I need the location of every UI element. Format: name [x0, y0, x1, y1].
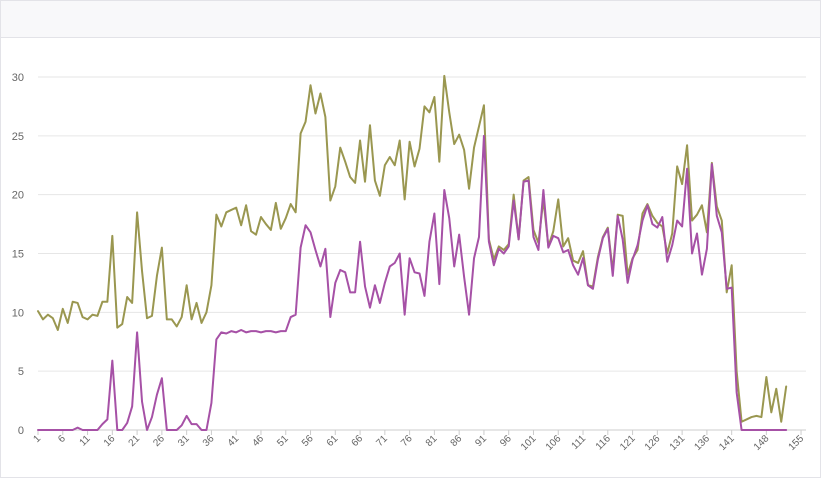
- y-tick-label: 15: [12, 249, 24, 261]
- x-tick-label: 86: [449, 433, 465, 449]
- x-tick-label: 148: [752, 433, 772, 453]
- series-lines: [37, 74, 788, 431]
- panel-header-bar: [1, 1, 820, 38]
- x-tick-label: 76: [399, 433, 415, 449]
- x-axis-ticks: 1 6 11 16 21 26 31 36 41 46 51 56 61 66 71 76 81 86 91 96 10…: [31, 430, 806, 453]
- x-tick-label: 111: [570, 433, 589, 452]
- x-tick-label: 81: [424, 433, 440, 449]
- x-tick-label: 71: [374, 433, 390, 449]
- x-tick-label: 141: [717, 433, 737, 453]
- y-tick-label: 5: [18, 366, 24, 378]
- x-tick-label: 51: [275, 433, 291, 449]
- x-tick-label: 6: [56, 433, 68, 445]
- y-tick-label: 10: [12, 307, 24, 319]
- x-tick-label: 31: [176, 433, 192, 449]
- y-tick-label: 20: [12, 190, 24, 202]
- x-tick-label: 101: [519, 433, 539, 453]
- x-tick-label: 56: [300, 433, 316, 449]
- x-tick-label: 26: [151, 433, 167, 449]
- x-tick-label: 131: [668, 433, 688, 453]
- y-axis-ticks: 0 5 10 15 20 25 30: [12, 72, 24, 437]
- x-tick-label: 11: [78, 433, 93, 448]
- x-tick-label: 126: [643, 433, 663, 453]
- x-tick-label: 36: [201, 433, 217, 449]
- x-tick-label: 1: [31, 433, 43, 445]
- x-tick-label: 116: [594, 433, 613, 452]
- y-tick-label: 30: [12, 72, 24, 84]
- y-tick-label: 0: [18, 425, 24, 437]
- series-line-1: [37, 74, 788, 423]
- x-tick-label: 96: [498, 433, 514, 449]
- x-tick-label: 21: [127, 433, 143, 449]
- x-tick-label: 16: [102, 433, 118, 449]
- x-tick-label: 136: [692, 433, 712, 453]
- x-tick-label: 66: [350, 433, 366, 449]
- series-line-2: [37, 134, 788, 431]
- x-tick-label: 121: [618, 433, 638, 453]
- y-tick-label: 25: [12, 131, 24, 143]
- x-tick-label: 91: [473, 433, 489, 449]
- x-tick-label: 61: [325, 433, 341, 449]
- x-tick-label: 41: [226, 433, 242, 449]
- x-tick-label: 46: [250, 433, 266, 449]
- x-tick-label: 106: [544, 433, 564, 453]
- x-tick-label: 155: [787, 433, 807, 453]
